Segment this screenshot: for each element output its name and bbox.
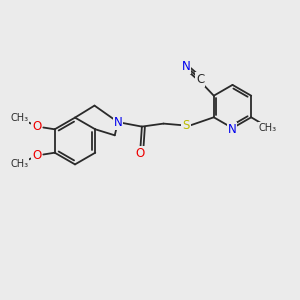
Text: CH₃: CH₃ (259, 123, 277, 133)
Text: C: C (196, 73, 204, 86)
Text: S: S (182, 118, 190, 132)
Text: O: O (32, 149, 41, 162)
Text: N: N (182, 60, 190, 73)
Text: O: O (136, 147, 145, 160)
Text: O: O (32, 120, 41, 133)
Text: N: N (227, 123, 236, 136)
Text: N: N (113, 116, 122, 129)
Text: CH₃: CH₃ (10, 113, 28, 123)
Text: CH₃: CH₃ (10, 159, 28, 169)
